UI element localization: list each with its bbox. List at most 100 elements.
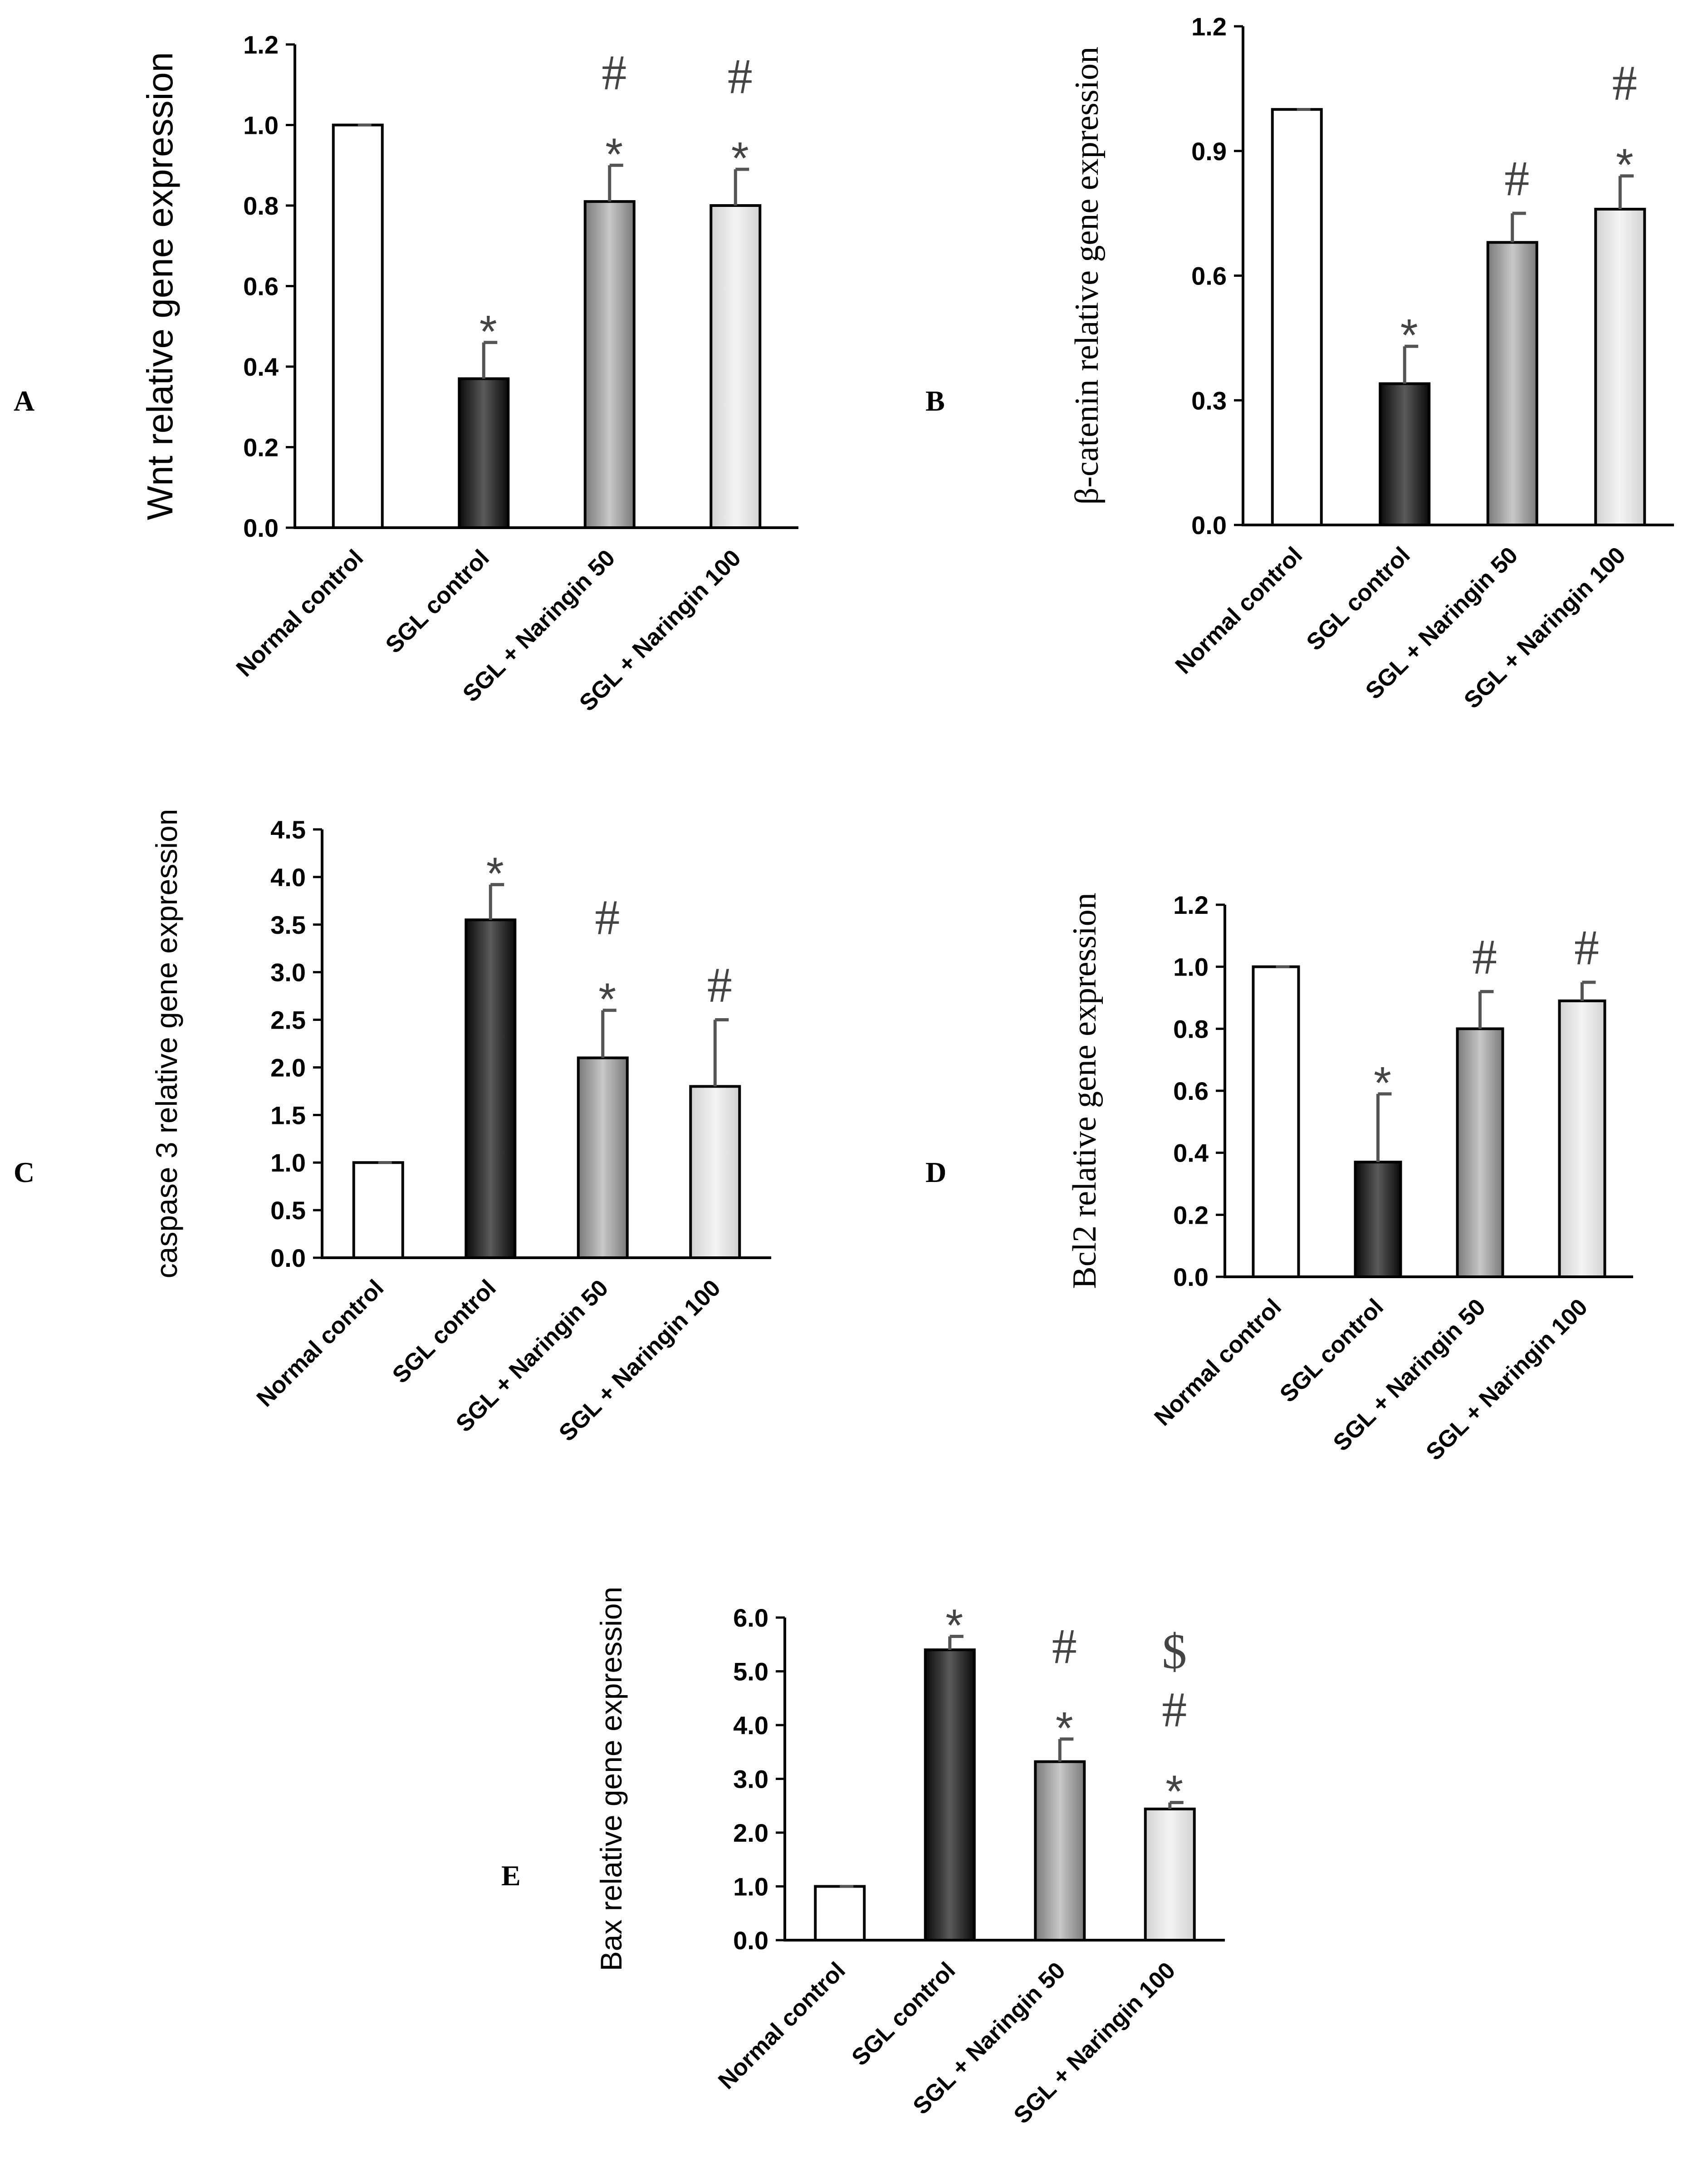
- category-label: SGL control: [1275, 1294, 1389, 1407]
- y-tick-label: 3.0: [270, 958, 306, 987]
- chart-panel-b: B 0.0 0.3 0.6 0.9 1.2 β-catenin relative gene …: [925, 12, 1674, 714]
- y-tick-label: 0.0: [270, 1244, 306, 1272]
- category-label: Normal control: [252, 1275, 389, 1412]
- category-label: SGL control: [381, 544, 494, 658]
- significance-mark: *: [486, 848, 504, 899]
- panel-letter: B: [925, 385, 945, 417]
- y-tick-label: 0.5: [270, 1196, 306, 1225]
- y-axis-label: Wnt relative gene expression: [140, 52, 180, 520]
- y-tick-label: 3.0: [733, 1765, 768, 1794]
- significance-mark: #: [707, 957, 732, 1013]
- bar-2: [924, 1648, 976, 1942]
- significance-mark: #: [1612, 55, 1637, 111]
- y-tick-label: 0.8: [1173, 1015, 1209, 1043]
- y-tick-label: 4.0: [270, 863, 306, 892]
- y-axis-label: caspase 3 relative gene expression: [150, 809, 183, 1279]
- y-tick-label: 0.4: [243, 353, 279, 381]
- y-tick-label: 4.5: [270, 815, 306, 844]
- category-label: Normal control: [713, 1957, 851, 2094]
- y-axis-label: β-catenin relative gene expression: [1068, 47, 1106, 505]
- category-label: SGL control: [847, 1957, 960, 2071]
- category-label: SGL control: [1302, 542, 1415, 656]
- significance-mark: *: [1165, 1766, 1183, 1817]
- y-tick-label: 6.0: [733, 1603, 768, 1632]
- bar-3: [1034, 1760, 1086, 1942]
- bar-2: [1379, 382, 1431, 526]
- panel-letter: A: [14, 385, 34, 417]
- y-tick-label: 2.0: [733, 1819, 768, 1847]
- significance-mark: *: [1056, 1703, 1073, 1754]
- bar-2: [1354, 1161, 1402, 1279]
- y-tick-label: 1.5: [270, 1101, 306, 1129]
- bar-4: [689, 1085, 741, 1259]
- significance-mark: $: [1162, 1624, 1187, 1679]
- y-tick-label: 1.0: [243, 111, 279, 140]
- y-tick-label: 0.8: [243, 191, 279, 220]
- bar-4: [1558, 999, 1606, 1278]
- category-label: Normal control: [1170, 542, 1308, 679]
- significance-mark: #: [595, 890, 620, 945]
- y-tick-label: 1.2: [243, 30, 279, 59]
- significance-mark: #: [728, 49, 753, 104]
- y-tick-label: 0.3: [1191, 386, 1227, 415]
- y-tick-label: 0.6: [1173, 1077, 1209, 1105]
- category-label: Normal control: [231, 544, 369, 682]
- bar-1: [814, 1885, 866, 1942]
- significance-mark: *: [598, 974, 616, 1025]
- y-tick-label: 0.2: [1173, 1201, 1209, 1229]
- bar-1: [1271, 108, 1323, 526]
- panel-letter: C: [14, 1156, 34, 1188]
- y-tick-label: 0.4: [1173, 1139, 1209, 1167]
- y-tick-label: 1.0: [733, 1873, 768, 1901]
- significance-mark: #: [1162, 1682, 1187, 1737]
- y-tick-label: 1.0: [270, 1148, 306, 1177]
- y-tick-label: 4.0: [733, 1711, 768, 1740]
- significance-mark: #: [602, 44, 626, 100]
- bar-4: [1594, 207, 1646, 526]
- significance-mark: #: [1052, 1618, 1077, 1674]
- bar-1: [1252, 965, 1300, 1279]
- bar-2: [458, 377, 510, 529]
- category-label: Normal control: [1149, 1294, 1287, 1431]
- y-tick-label: 0.0: [733, 1926, 768, 1955]
- y-tick-label: 1.0: [1173, 953, 1209, 981]
- y-tick-label: 0.6: [243, 272, 279, 301]
- significance-mark: *: [731, 133, 749, 184]
- y-tick-label: 1.2: [1173, 891, 1209, 919]
- significance-mark: *: [1400, 310, 1418, 361]
- chart-panel-e: E 0.0 1.0 2.0 3.0 4.0 5.0 6.0 Bax relative gene …: [501, 1587, 1225, 2129]
- chart-panel-d: D 0.0 0.2 0.4 0.6 0.8 1.0 1.2 Bcl2 relative gene…: [925, 891, 1633, 1466]
- y-tick-label: 2.0: [270, 1053, 306, 1082]
- chart-panel-c: C 0.0 0.5 1.0 1.5 2.0 2.5 3.0 3.5 4.0 4.5 caspase 3…: [14, 809, 771, 1446]
- y-tick-label: 0.6: [1191, 262, 1227, 290]
- bar-4: [1144, 1807, 1196, 1942]
- chart-panel-a: A 0.0 0.2 0.4 0.6 0.8 1.0 1.2 Wnt relative gene …: [14, 30, 798, 716]
- y-tick-label: 0.0: [1173, 1263, 1209, 1291]
- significance-mark: *: [945, 1600, 963, 1651]
- significance-mark: *: [1374, 1058, 1391, 1108]
- bar-3: [1456, 1027, 1504, 1278]
- y-tick-label: 1.2: [1191, 12, 1227, 41]
- y-tick-label: 0.0: [1191, 511, 1227, 539]
- y-tick-label: 2.5: [270, 1006, 306, 1035]
- bar-1: [352, 1161, 404, 1259]
- significance-mark: #: [1504, 151, 1529, 206]
- bar-3: [1486, 241, 1538, 526]
- panel-letter: E: [501, 1859, 521, 1892]
- y-axis-label: Bax relative gene expression: [594, 1587, 628, 1971]
- y-tick-label: 0.0: [243, 514, 279, 542]
- y-tick-label: 3.5: [270, 911, 306, 939]
- significance-mark: *: [1616, 140, 1634, 191]
- panel-letter: D: [925, 1156, 946, 1188]
- bar-2: [465, 918, 517, 1260]
- y-tick-label: 0.2: [243, 433, 279, 462]
- bar-3: [583, 200, 636, 529]
- bar-1: [332, 123, 384, 529]
- y-axis-label: Bcl2 relative gene expression: [1066, 892, 1103, 1289]
- significance-mark: #: [1574, 920, 1599, 975]
- significance-mark: *: [480, 306, 497, 357]
- significance-mark: #: [1472, 929, 1497, 984]
- y-tick-label: 5.0: [733, 1657, 768, 1686]
- y-tick-label: 0.9: [1191, 137, 1227, 166]
